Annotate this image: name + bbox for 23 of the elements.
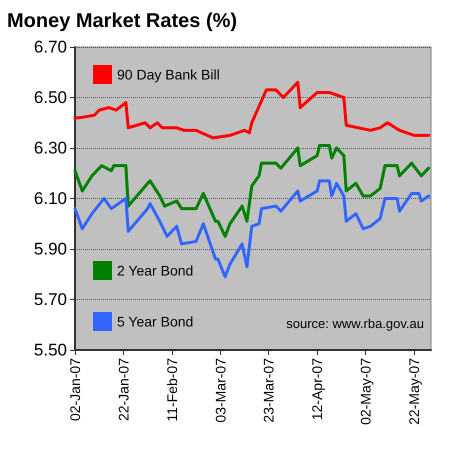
y-tick-label: 5.70 (34, 290, 67, 309)
y-tick-label: 6.30 (34, 138, 67, 158)
x-tick-label: 02-May-07 (358, 358, 374, 425)
x-tick-label: 23-Mar-07 (260, 358, 277, 423)
y-tick-label: 5.50 (34, 340, 67, 360)
x-tick-label: 22-May-07 (406, 358, 422, 425)
chart-title: Money Market Rates (%) (7, 10, 238, 32)
y-tick-label: 5.90 (34, 240, 67, 258)
y-tick-label: 6.50 (34, 88, 67, 107)
legend-label: 2 Year Bond (117, 262, 194, 278)
x-tick-label: 03-Mar-07 (212, 358, 228, 423)
y-tick-label: 6.70 (34, 38, 67, 56)
y-tick-label: 6.10 (34, 189, 67, 208)
legend-label: 90 Day Bank Bill (117, 66, 220, 82)
annotation: source: www.rba.gov.au (286, 316, 424, 331)
x-tick-label: 02-Jan-07 (67, 358, 83, 422)
line-series (74, 144, 430, 238)
x-tick-label: 12-Apr-07 (309, 358, 326, 420)
line-series (74, 179, 430, 278)
x-tick-label: 11-Feb-07 (164, 358, 180, 422)
legend-label: 5 Year Bond (117, 314, 194, 330)
x-tick-label: 22-Jan-07 (115, 358, 132, 422)
line-series (74, 80, 430, 140)
